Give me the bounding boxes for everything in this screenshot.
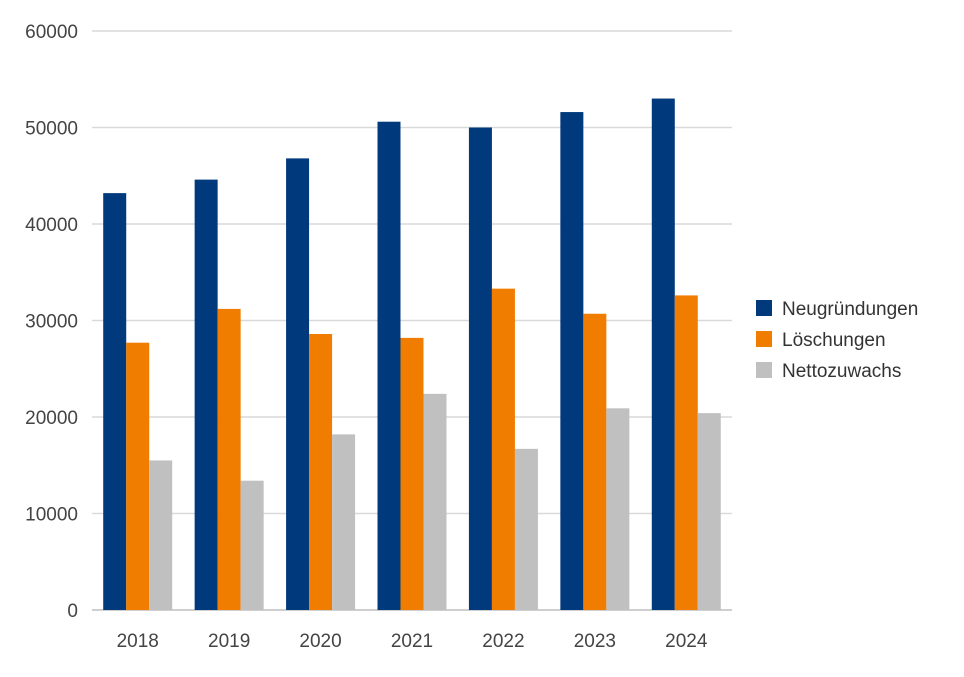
bar [400,337,424,610]
y-tick-label: 40000 [25,215,78,236]
bar [286,158,310,610]
y-tick-label: 10000 [25,505,78,526]
bar [217,308,241,610]
x-tick-label: 2019 [208,631,250,652]
bar [377,121,401,611]
bar [309,334,333,610]
bar [126,342,150,610]
bar [697,413,721,610]
x-tick-label: 2021 [391,631,433,652]
bar [332,434,356,610]
x-tick-label: 2020 [299,631,341,652]
legend-swatch [756,331,772,347]
bar [103,193,127,610]
bar [651,98,675,611]
x-tick-label: 2022 [482,631,524,652]
y-tick-label: 0 [67,601,78,622]
axes: 0 10000 20000 30000 40000 50000 60000 2018 2019 2… [25,22,708,652]
bar [194,179,218,611]
legend-label: Löschungen [782,330,886,351]
x-tick-label: 2024 [665,631,708,652]
legend-swatch [756,362,772,378]
bar [560,112,584,610]
bar [491,288,515,610]
bar [674,295,698,610]
legend-label: Neugründungen [782,299,918,320]
bar [583,313,607,610]
y-tick-label: 30000 [25,312,78,333]
bars [103,98,721,611]
x-tick-label: 2023 [574,631,616,652]
legend-swatch [756,300,772,316]
bar [514,448,538,610]
bar [240,480,264,610]
y-tick-label: 20000 [25,408,78,429]
y-tick-label: 60000 [25,22,78,43]
bar [423,393,447,610]
bar [149,460,173,610]
x-tick-label: 2018 [117,631,159,652]
bar [468,127,492,610]
y-tick-label: 50000 [25,119,78,140]
legend-label: Nettozuwachs [782,361,901,382]
legend: Neugründungen Löschungen Nettozuwachs [756,299,918,382]
bar [606,408,630,610]
